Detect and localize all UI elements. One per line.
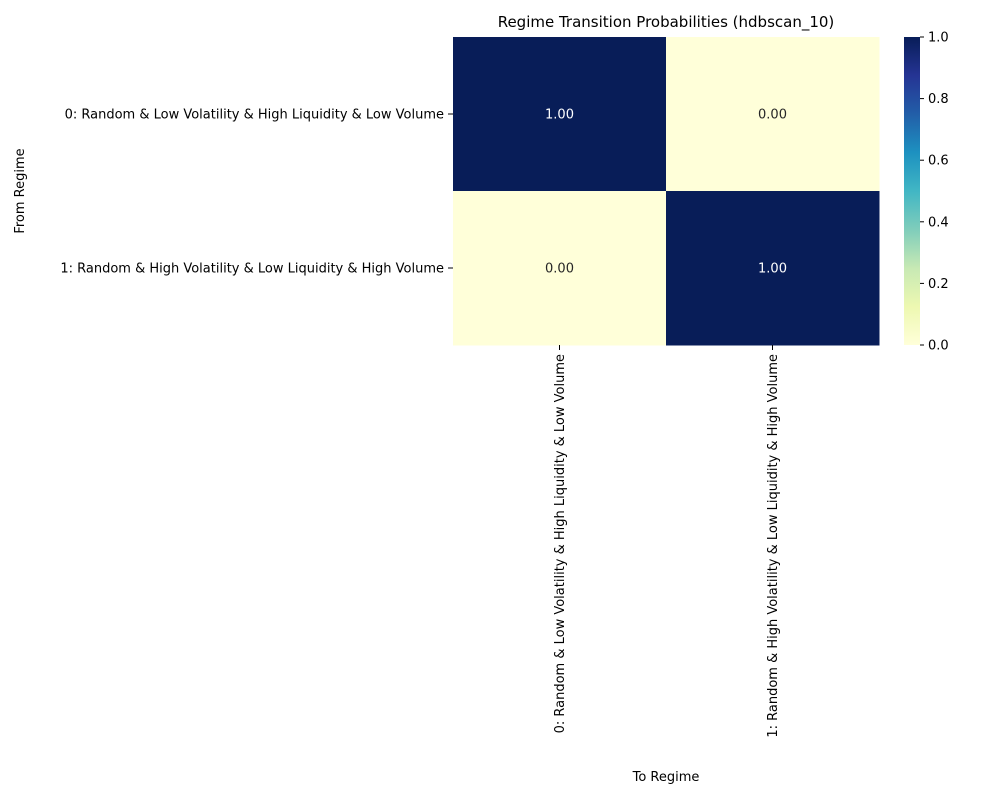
cell-value-label: 0.00 (545, 262, 574, 277)
x-axis-label: To Regime (632, 770, 700, 785)
heatmap-cell (666, 37, 880, 192)
colorbar-tick-label: 0.2 (928, 277, 949, 292)
heatmap-cells: 1.00 0.00 0.00 1.00 (453, 37, 880, 346)
colorbar-gradient (904, 37, 920, 345)
colorbar-tick-label: 0.0 (928, 339, 949, 354)
colorbar: 0.0 0.2 0.4 0.6 0.8 1.0 (904, 31, 949, 354)
row-tick-labels: 0: Random & Low Volatility & High Liquid… (60, 108, 453, 277)
row-tick-label: 0: Random & Low Volatility & High Liquid… (65, 108, 444, 123)
cell-value-label: 1.00 (758, 262, 787, 277)
y-axis-label: From Regime (13, 148, 28, 233)
col-tick-labels: 0: Random & Low Volatility & High Liquid… (553, 345, 781, 738)
cell-value-label: 0.00 (758, 108, 787, 123)
col-tick-label: 1: Random & High Volatility & Low Liquid… (766, 354, 781, 738)
chart-title: Regime Transition Probabilities (hdbscan… (498, 13, 835, 32)
colorbar-tick-label: 0.6 (928, 154, 949, 169)
heatmap-cell (453, 37, 667, 192)
heatmap-cell (666, 191, 880, 346)
cell-value-label: 1.00 (545, 108, 574, 123)
colorbar-tick-label: 1.0 (928, 31, 949, 46)
colorbar-tick-label: 0.4 (928, 215, 949, 230)
row-tick-label: 1: Random & High Volatility & Low Liquid… (60, 262, 444, 277)
col-tick-label: 0: Random & Low Volatility & High Liquid… (553, 354, 568, 733)
colorbar-tick-label: 0.8 (928, 92, 949, 107)
heatmap-cell (453, 191, 667, 346)
